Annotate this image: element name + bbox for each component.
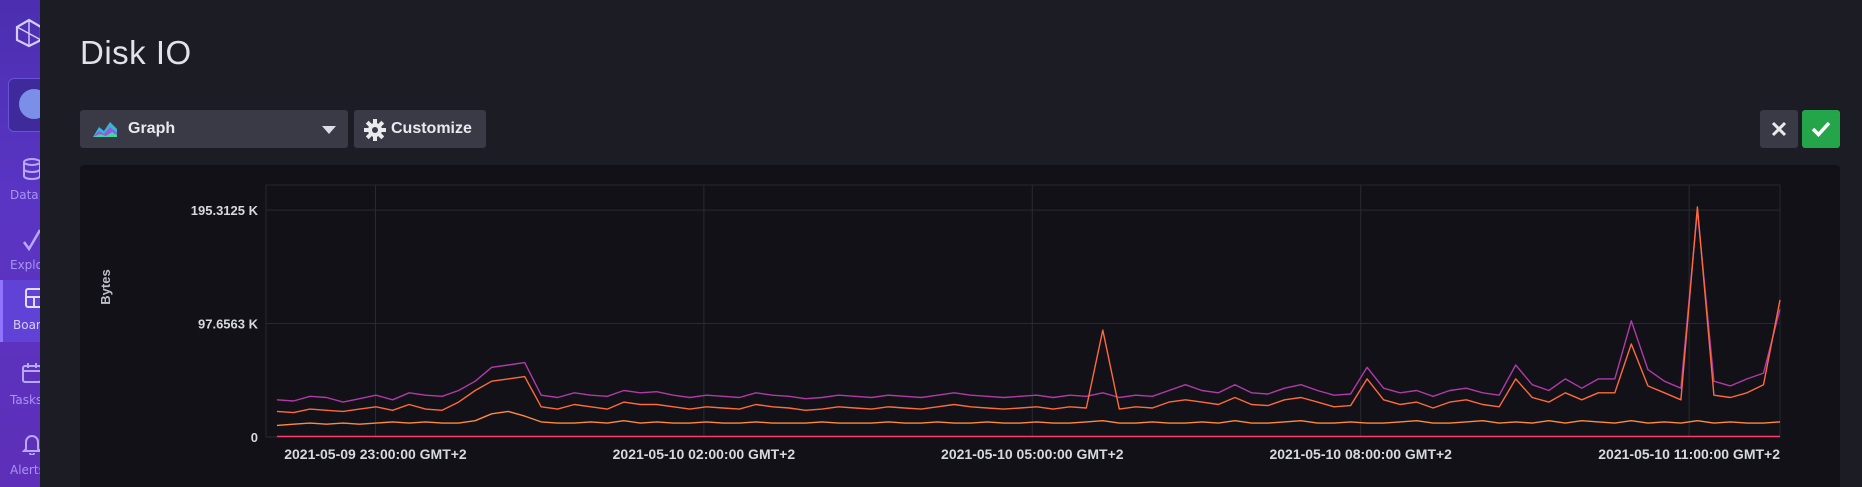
- sidebar-item-boards[interactable]: Boards: [0, 280, 40, 342]
- view-type-label: Graph: [128, 120, 176, 137]
- graph-panel: 195.3125 K 97.6563 K 0 2021-05-09 23:00:00 …: [80, 165, 1840, 487]
- explore-icon: [22, 229, 40, 252]
- sidebar-item-label: Data: [10, 188, 39, 202]
- x-tick-label: 2021-05-09 23:00:00 GMT+2: [284, 446, 467, 462]
- bell-icon: [22, 435, 40, 455]
- sidebar-item-tasks[interactable]: Tasks: [0, 355, 40, 417]
- check-icon: [1812, 121, 1830, 137]
- chevron-down-icon: [322, 126, 336, 134]
- x-tick-label: 2021-05-10 02:00:00 GMT+2: [613, 446, 796, 462]
- sidebar: Data Explore Boards Tasks Alerts: [0, 0, 40, 487]
- line-chart[interactable]: 195.3125 K 97.6563 K 0 2021-05-09 23:00:00 …: [80, 165, 1840, 487]
- y-tick-label: 97.6563 K: [198, 317, 259, 332]
- page-title: Disk IO: [80, 34, 192, 71]
- sidebar-item-label: Tasks: [10, 393, 40, 407]
- view-type-dropdown[interactable]: Graph: [80, 110, 348, 148]
- x-tick-label: 2021-05-10 08:00:00 GMT+2: [1269, 446, 1452, 462]
- x-tick-label: 2021-05-10 05:00:00 GMT+2: [941, 446, 1124, 462]
- x-tick-label: 2021-05-10 11:00:00 GMT+2: [1598, 446, 1780, 462]
- graph-icon: [93, 122, 117, 137]
- sidebar-item-label: Boards: [13, 318, 40, 332]
- y-tick-label: 0: [251, 430, 258, 445]
- calendar-icon: [22, 363, 40, 383]
- y-axis-label: Bytes: [98, 269, 113, 304]
- series-line-3: [276, 410, 1781, 427]
- database-icon: [23, 158, 40, 180]
- sidebar-item-label: Alerts: [10, 463, 40, 477]
- sidebar-item-explore[interactable]: Explore: [0, 220, 40, 282]
- y-tick-label: 195.3125 K: [191, 203, 259, 218]
- customize-label: Customize: [391, 120, 472, 137]
- save-button[interactable]: [1802, 110, 1840, 148]
- cancel-button[interactable]: [1760, 110, 1798, 148]
- series-line-2: [276, 206, 1781, 414]
- logo-icon[interactable]: [14, 18, 40, 48]
- boards-icon: [25, 288, 40, 308]
- avatar-icon: [19, 89, 40, 119]
- series-line-1: [276, 209, 1781, 403]
- customize-button[interactable]: Customize: [354, 110, 486, 148]
- sidebar-item-label: Explore: [10, 258, 40, 272]
- sidebar-item-alerts[interactable]: Alerts: [0, 425, 40, 487]
- sidebar-item-data[interactable]: Data: [0, 150, 40, 212]
- gear-icon: [364, 119, 386, 141]
- user-avatar[interactable]: [8, 78, 40, 132]
- close-icon: [1771, 121, 1787, 137]
